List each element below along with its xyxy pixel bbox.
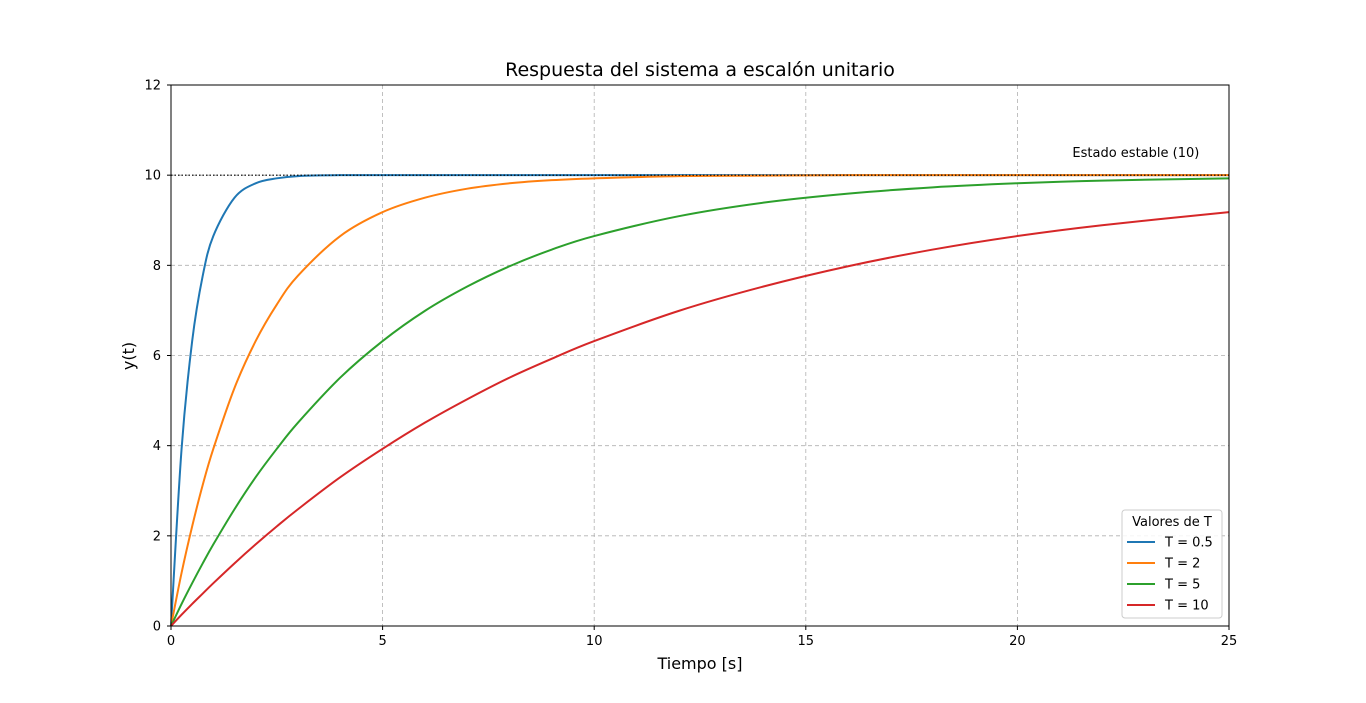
series-line-3 <box>170 177 1230 627</box>
legend-label: T = 5 <box>1164 578 1200 593</box>
x-tick-label: 25 <box>1221 634 1238 649</box>
legend-label: T = 2 <box>1164 557 1200 572</box>
series-lines <box>170 174 1230 627</box>
legend-label: T = 0.5 <box>1164 536 1213 551</box>
grid <box>171 85 1229 626</box>
legend-label: T = 10 <box>1164 599 1209 614</box>
y-axis-label: y(t) <box>119 342 138 370</box>
axis-ticks: 0 5 10 15 20 25 0 2 4 6 8 10 12 <box>144 79 1237 650</box>
legend-title: Valores de T <box>1132 515 1212 530</box>
x-axis-label: Tiempo [s] <box>656 654 742 673</box>
y-tick-label: 8 <box>153 259 161 274</box>
x-tick-label: 10 <box>586 634 603 649</box>
steady-state-annotation: Estado estable (10) <box>1072 146 1199 161</box>
y-tick-label: 6 <box>153 349 161 364</box>
legend: Valores de T T = 0.5 T = 2 T = 5 T = 10 <box>1121 509 1223 619</box>
y-tick-label: 12 <box>144 79 161 94</box>
x-tick-label: 20 <box>1009 634 1026 649</box>
y-tick-label: 0 <box>153 620 161 635</box>
x-tick-label: 0 <box>167 634 175 649</box>
legend-items: T = 0.5 T = 2 T = 5 T = 10 <box>1127 536 1213 614</box>
x-tick-label: 15 <box>798 634 815 649</box>
series-line-4 <box>170 211 1230 627</box>
legend-box <box>1121 509 1223 619</box>
y-tick-label: 4 <box>153 439 161 454</box>
y-tick-label: 10 <box>144 169 161 184</box>
y-tick-label: 2 <box>153 529 161 544</box>
chart-title: Respuesta del sistema a escalón unitario <box>505 59 895 81</box>
x-tick-label: 5 <box>378 634 386 649</box>
